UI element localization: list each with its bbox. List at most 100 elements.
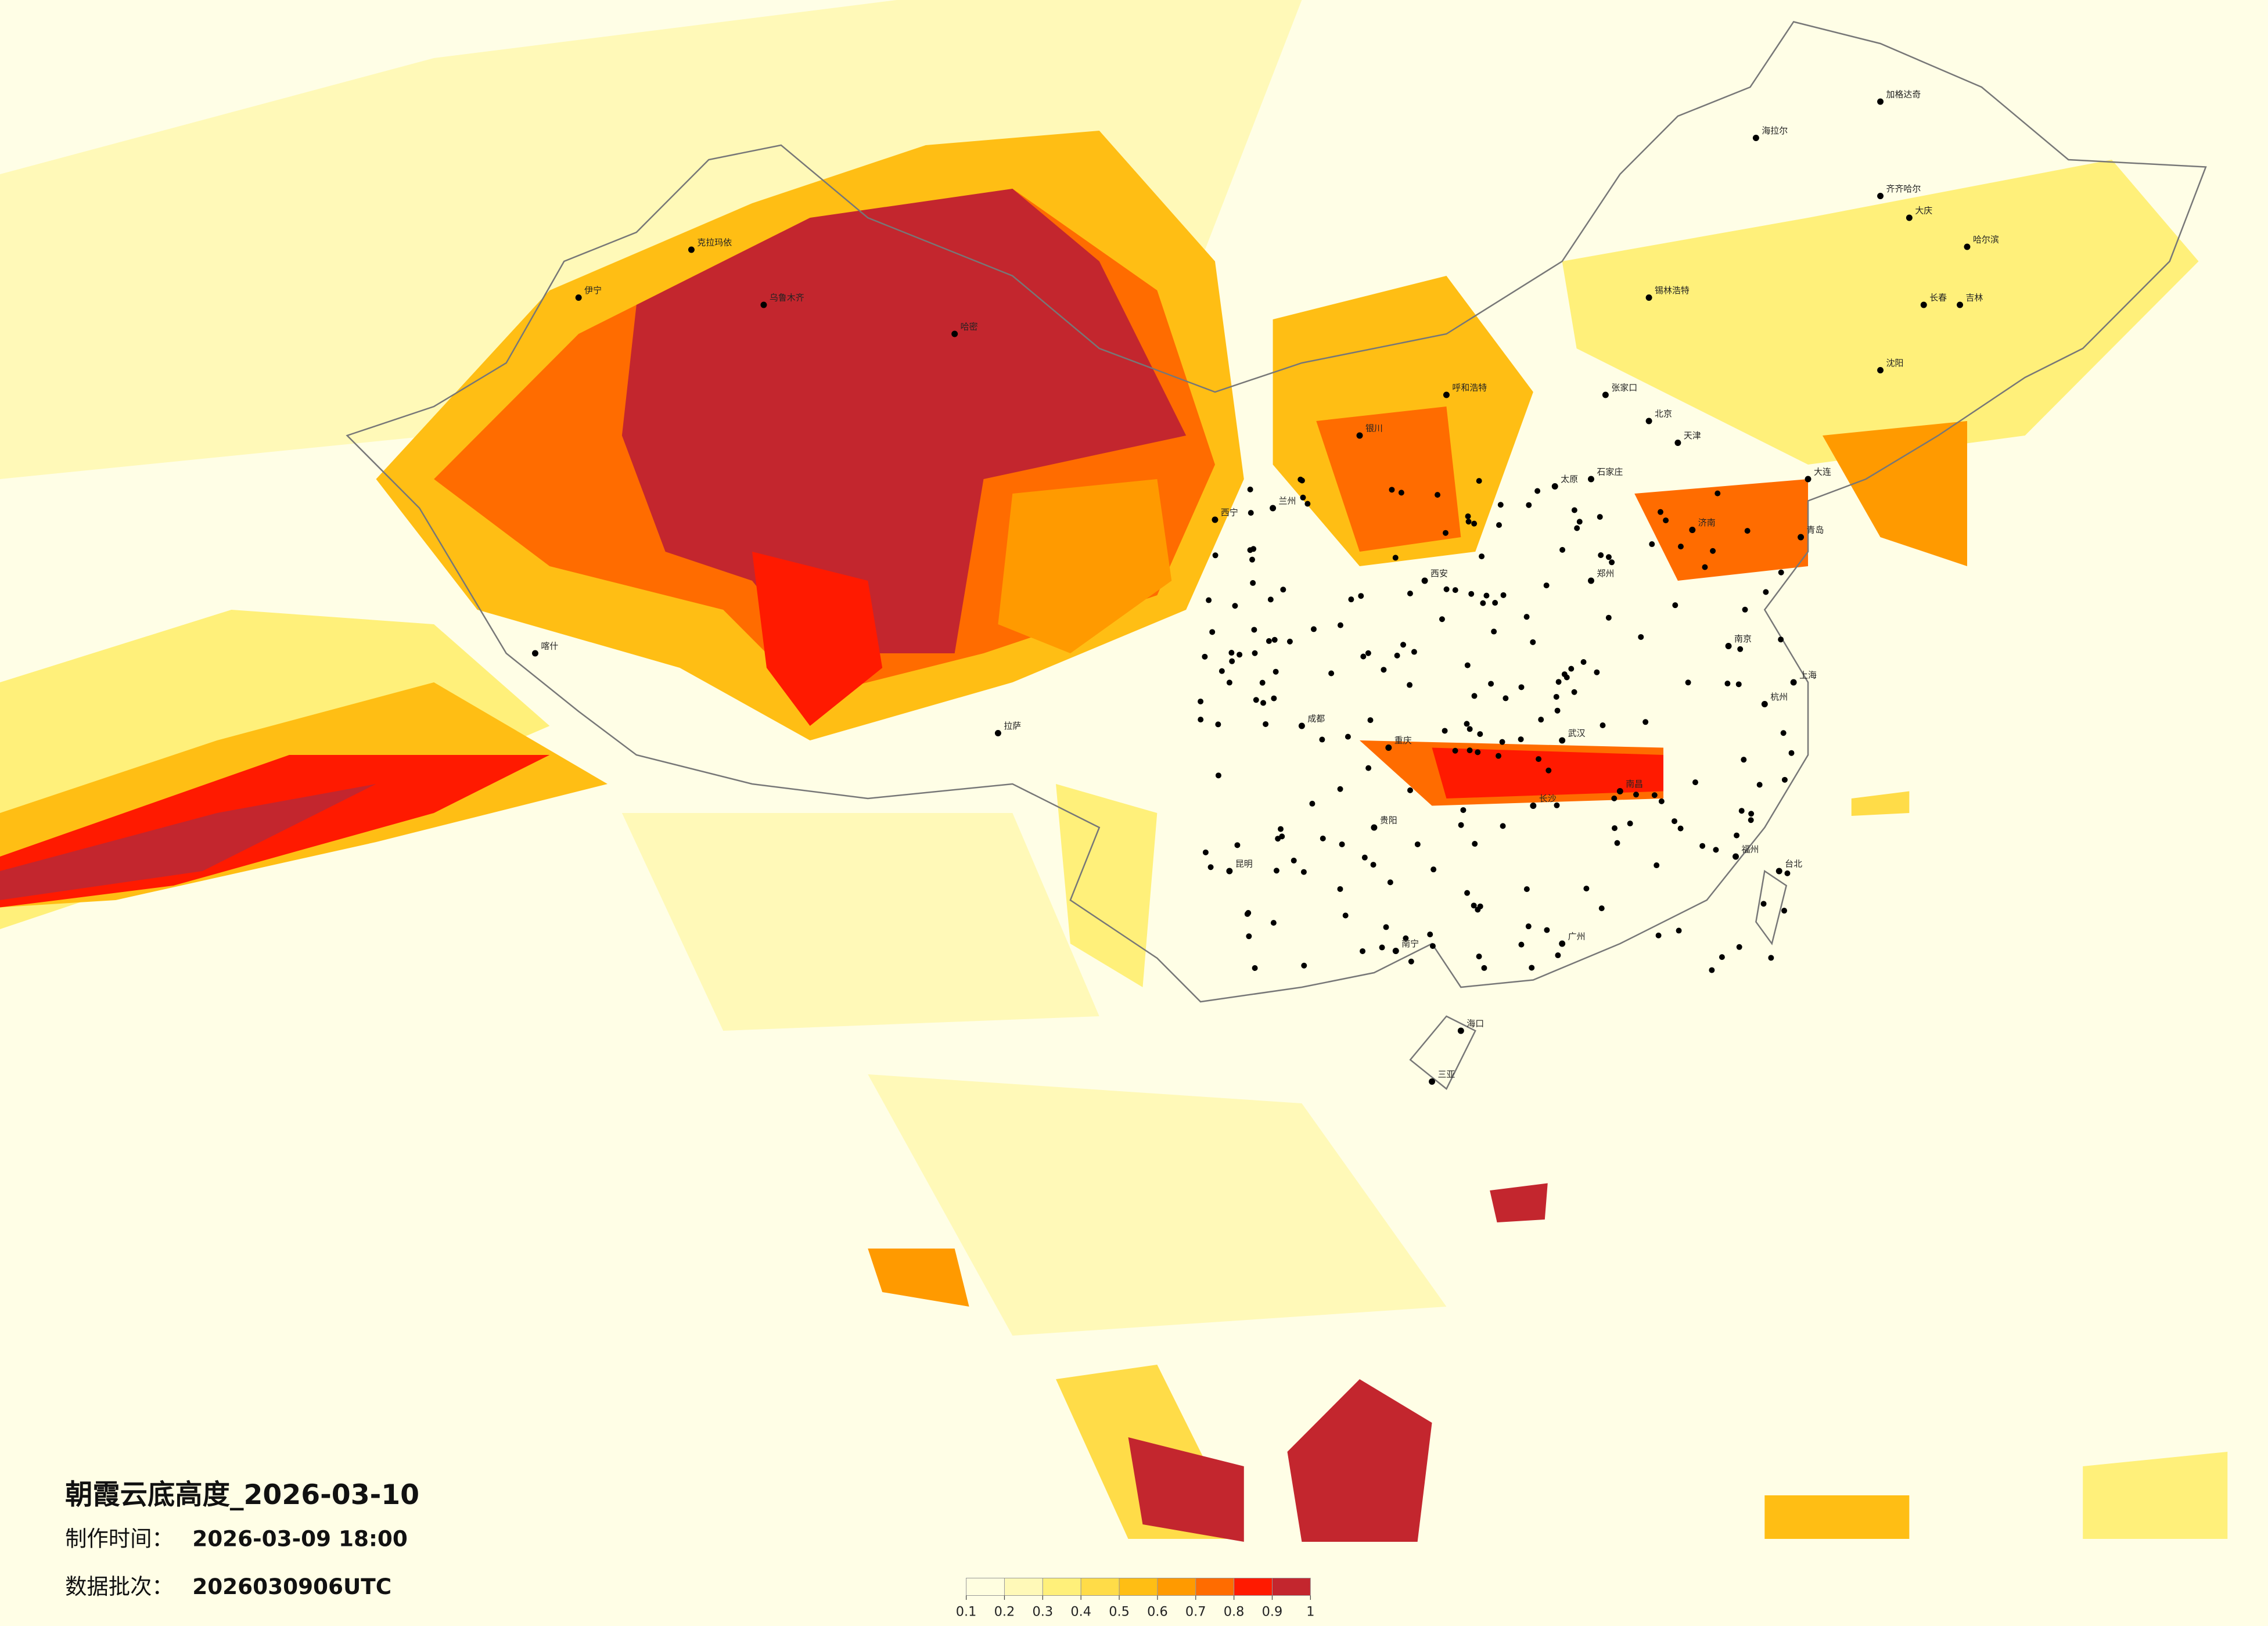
city-dot bbox=[1496, 522, 1502, 528]
city-dot bbox=[1339, 841, 1345, 847]
city-dot bbox=[1476, 478, 1482, 484]
city-dot bbox=[1471, 693, 1478, 699]
city-dot bbox=[1407, 590, 1413, 596]
city-dot bbox=[1877, 193, 1884, 199]
city-dot bbox=[1748, 811, 1755, 817]
city-dot bbox=[1252, 965, 1258, 971]
legend-swatch bbox=[1157, 1578, 1196, 1596]
legend-tick-label: 0.1 bbox=[956, 1604, 977, 1619]
city-dot bbox=[1367, 717, 1374, 724]
city-dot bbox=[1360, 948, 1366, 954]
city-dot bbox=[1719, 954, 1725, 961]
city-dot bbox=[1518, 736, 1524, 743]
city-dot bbox=[1518, 941, 1525, 948]
city-dot bbox=[1244, 911, 1250, 917]
city-dot bbox=[1379, 944, 1385, 951]
city-label: 西安 bbox=[1430, 568, 1448, 578]
legend-tick-label: 0.6 bbox=[1147, 1604, 1168, 1619]
city-dot bbox=[1439, 616, 1445, 623]
city-dot bbox=[1742, 606, 1748, 613]
city-label: 南京 bbox=[1734, 634, 1752, 644]
city-dot bbox=[1226, 679, 1232, 686]
city-dot bbox=[1725, 643, 1732, 649]
info-label: 数据批次： bbox=[65, 1574, 174, 1599]
city-dot bbox=[1400, 642, 1407, 648]
city-label: 武汉 bbox=[1568, 728, 1586, 738]
city-dot bbox=[1319, 736, 1325, 743]
city-dot bbox=[951, 330, 958, 337]
city-dot bbox=[1554, 707, 1561, 714]
city-dot bbox=[1389, 487, 1395, 493]
city-dot bbox=[1605, 614, 1612, 621]
city-dot bbox=[1246, 933, 1252, 940]
city-dot bbox=[1597, 514, 1603, 520]
city-dot bbox=[1370, 862, 1376, 868]
city-dot bbox=[1781, 908, 1788, 914]
city-dot bbox=[1602, 391, 1609, 398]
city-label: 三亚 bbox=[1437, 1069, 1455, 1080]
city-label: 加格达奇 bbox=[1886, 89, 1921, 99]
legend-swatch bbox=[1271, 1578, 1311, 1596]
city-dot bbox=[760, 301, 767, 308]
city-dot bbox=[1358, 593, 1364, 599]
city-label: 哈密 bbox=[961, 321, 978, 332]
legend-swatch bbox=[1234, 1578, 1273, 1596]
city-label: 成都 bbox=[1307, 713, 1325, 724]
city-label: 伊宁 bbox=[584, 285, 602, 296]
city-dot bbox=[1298, 722, 1305, 729]
city-dot bbox=[1427, 931, 1433, 938]
city-dot bbox=[1798, 534, 1805, 541]
city-dot bbox=[1356, 432, 1363, 439]
city-dots bbox=[531, 98, 1971, 1085]
city-label: 长沙 bbox=[1539, 793, 1557, 804]
city-dot bbox=[1421, 577, 1428, 584]
city-dot bbox=[1598, 905, 1605, 912]
city-dot bbox=[1383, 924, 1389, 930]
city-dot bbox=[1488, 681, 1494, 687]
city-dot bbox=[1778, 636, 1784, 643]
city-label: 长春 bbox=[1929, 292, 1947, 303]
city-dot bbox=[1198, 717, 1204, 723]
city-dot bbox=[1234, 842, 1241, 848]
city-dot bbox=[1251, 627, 1257, 633]
city-dot bbox=[1699, 843, 1706, 849]
city-dot bbox=[1536, 756, 1542, 762]
city-dot bbox=[1219, 668, 1225, 674]
legend-tick-label: 0.2 bbox=[994, 1604, 1015, 1619]
city-dot bbox=[1551, 483, 1558, 490]
city-dot bbox=[1614, 840, 1620, 846]
city-dot bbox=[1267, 596, 1274, 603]
city-dot bbox=[1465, 519, 1472, 525]
city-dot bbox=[1460, 807, 1467, 813]
city-dot bbox=[1457, 1027, 1464, 1034]
city-label: 哈尔滨 bbox=[1973, 234, 1999, 244]
city-dot bbox=[1530, 803, 1537, 809]
city-dot bbox=[1499, 739, 1505, 745]
city-dot bbox=[1525, 923, 1532, 930]
city-dot bbox=[1477, 903, 1483, 909]
city-dot bbox=[1270, 505, 1277, 512]
city-dot bbox=[1429, 1078, 1436, 1085]
city-dot bbox=[1568, 665, 1575, 672]
city-dot bbox=[1587, 577, 1594, 584]
city-dot bbox=[1273, 868, 1279, 874]
city-dot bbox=[1633, 792, 1639, 798]
city-dot bbox=[1435, 492, 1441, 498]
city-dot bbox=[1768, 955, 1774, 961]
city-dot bbox=[1638, 634, 1644, 640]
city-dot bbox=[1555, 679, 1562, 685]
city-dot bbox=[1702, 564, 1708, 570]
city-dot bbox=[1627, 821, 1633, 827]
city-dot bbox=[1500, 823, 1506, 829]
city-dot bbox=[1452, 587, 1458, 593]
city-label: 北京 bbox=[1655, 408, 1672, 419]
city-dot bbox=[1301, 962, 1307, 969]
city-dot bbox=[1286, 638, 1293, 645]
legend-tick-label: 0.5 bbox=[1109, 1604, 1130, 1619]
city-dot bbox=[1737, 646, 1744, 652]
city-dot bbox=[1371, 824, 1378, 831]
city-dot bbox=[1496, 753, 1502, 759]
city-dot bbox=[531, 650, 538, 657]
city-dot bbox=[1360, 653, 1367, 660]
